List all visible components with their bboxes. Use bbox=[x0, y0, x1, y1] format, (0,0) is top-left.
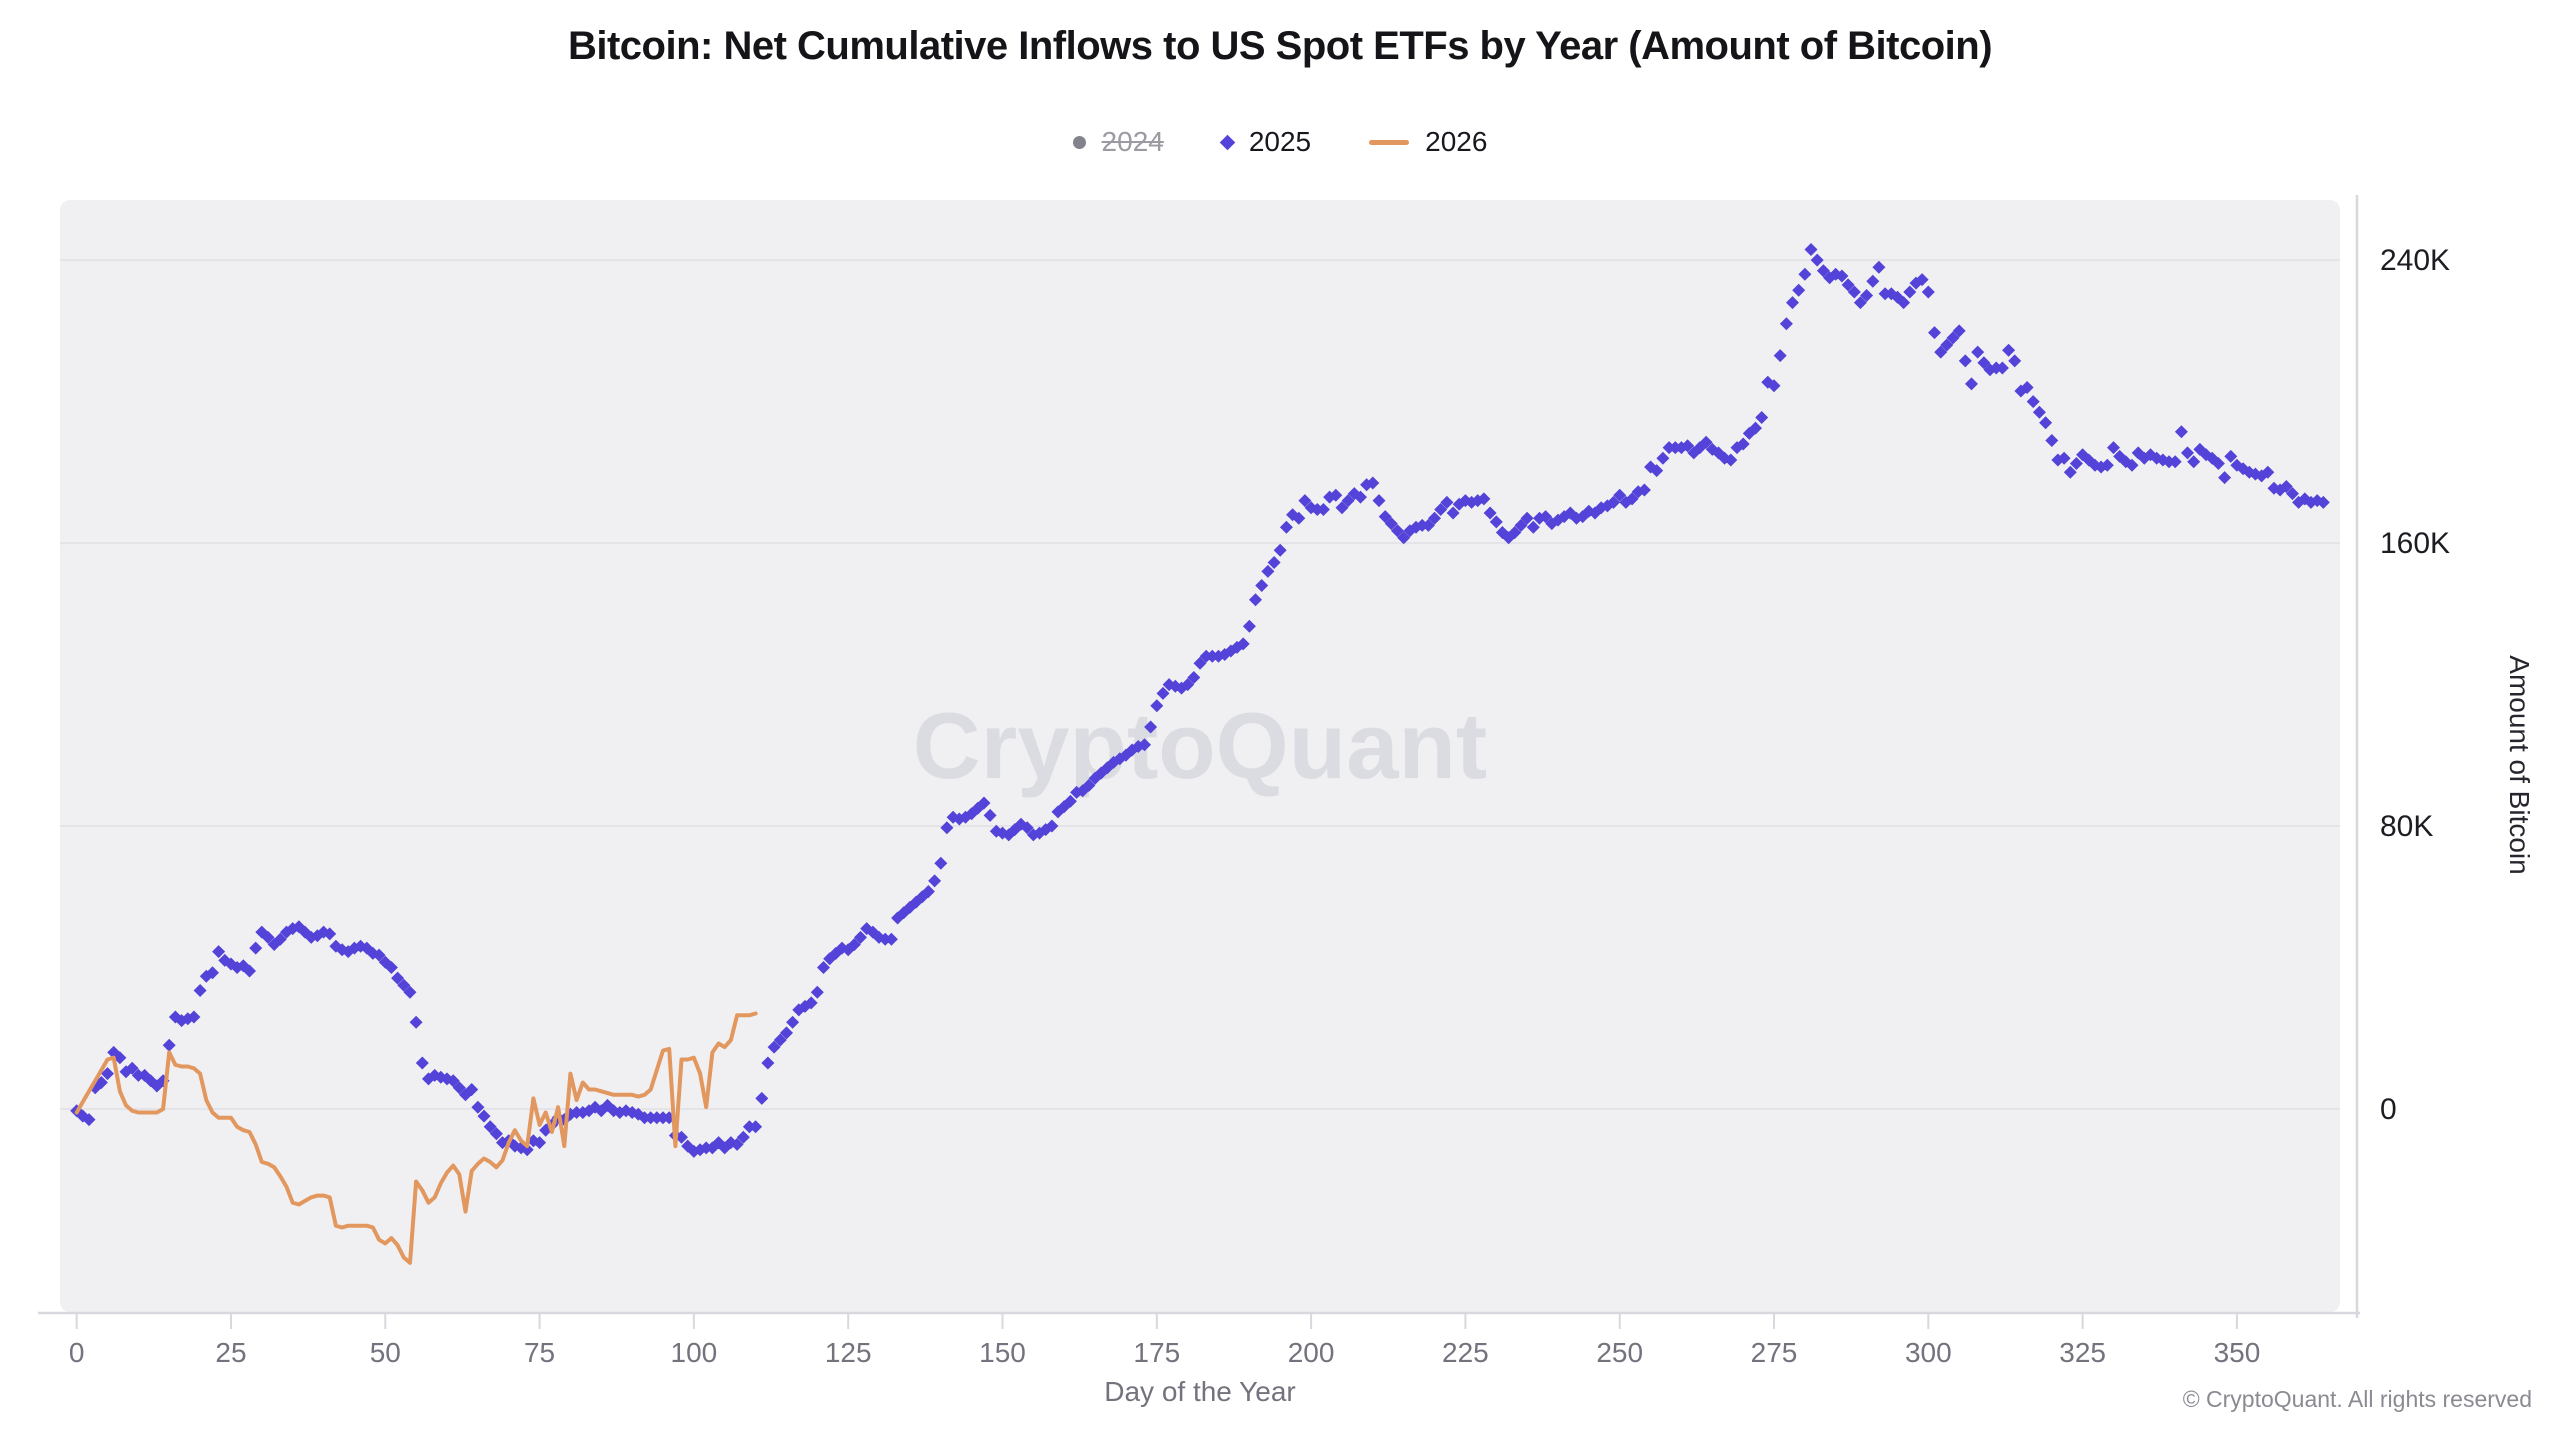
circle-marker-icon bbox=[1072, 135, 1086, 149]
x-tick-label: 350 bbox=[2214, 1337, 2261, 1368]
legend-item-2026[interactable]: 2026 bbox=[1369, 126, 1487, 158]
axes bbox=[38, 195, 2360, 1329]
line-marker-icon bbox=[1369, 139, 1410, 145]
x-tick-label: 200 bbox=[1288, 1337, 1335, 1368]
y-tick-label: 240K bbox=[2380, 244, 2450, 277]
x-tick-label: 25 bbox=[215, 1337, 246, 1368]
y-tick-label: 0 bbox=[2380, 1093, 2397, 1126]
legend-label-2026: 2026 bbox=[1425, 126, 1488, 157]
x-tick-label: 100 bbox=[671, 1337, 718, 1368]
x-tick-label: 125 bbox=[825, 1337, 872, 1368]
copyright-text: © CryptoQuant. All rights reserved bbox=[2182, 1386, 2532, 1412]
gridlines bbox=[60, 259, 2340, 1110]
x-tick-label: 0 bbox=[69, 1337, 85, 1368]
x-tick-label: 50 bbox=[370, 1337, 401, 1368]
legend-item-2024[interactable]: 2024 bbox=[1072, 126, 1164, 158]
x-tick-label: 250 bbox=[1596, 1337, 1643, 1368]
x-tick-label: 150 bbox=[979, 1337, 1026, 1368]
x-tick-label: 300 bbox=[1905, 1337, 1952, 1368]
y-tick-label: 160K bbox=[2380, 527, 2450, 560]
x-axis-title: Day of the Year bbox=[1104, 1376, 1296, 1407]
data-series bbox=[70, 243, 2330, 1265]
chart-title: Bitcoin: Net Cumulative Inflows to US Sp… bbox=[567, 24, 1993, 68]
series-2026-line bbox=[74, 1011, 758, 1265]
x-tick-label: 225 bbox=[1442, 1337, 1489, 1368]
x-tick-label: 75 bbox=[524, 1337, 555, 1368]
tick-labels: 0 25 50 75 100 125 150 175 200 225 250 275 300 325 350… bbox=[69, 244, 2450, 1368]
x-tick-label: 175 bbox=[1133, 1337, 1180, 1368]
legend-label-2025: 2025 bbox=[1248, 126, 1312, 157]
y-axis-title: Amount of Bitcoin bbox=[2504, 655, 2535, 875]
y-tick-label: 80K bbox=[2380, 810, 2433, 843]
x-tick-label: 325 bbox=[2059, 1337, 2106, 1368]
legend-item-2025[interactable]: 2025 bbox=[1219, 126, 1312, 158]
legend-label-2024: 2024 bbox=[1101, 126, 1164, 157]
legend: 2024 2025 2026 bbox=[0, 126, 2560, 158]
x-tick-label: 275 bbox=[1751, 1337, 1798, 1368]
watermark: CryptoQuant bbox=[913, 693, 1487, 798]
plot-area[interactable] bbox=[60, 200, 2340, 1312]
